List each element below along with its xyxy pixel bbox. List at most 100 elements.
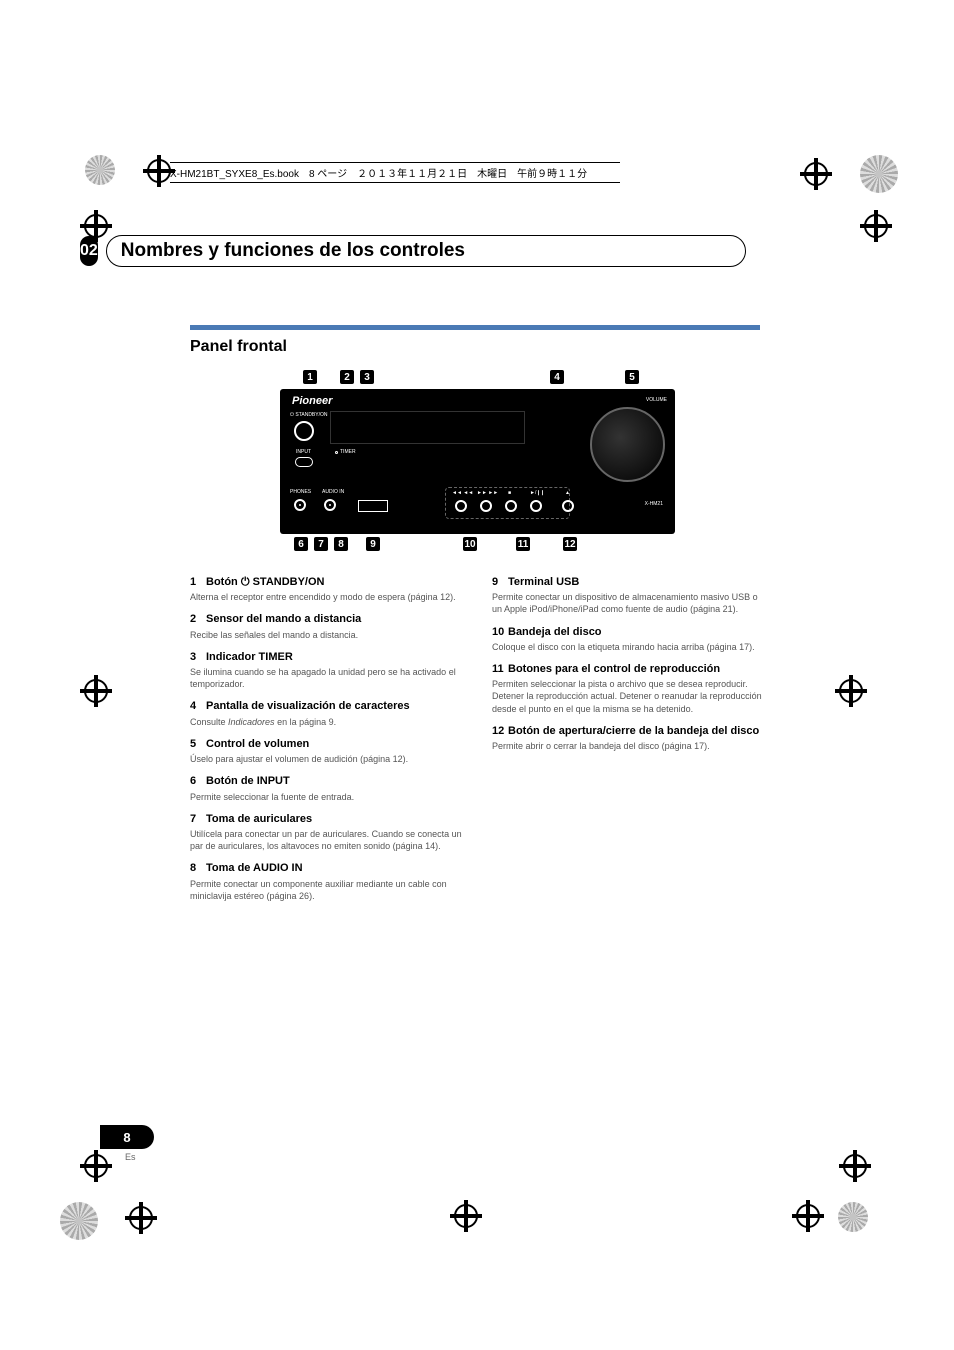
section-rule: [190, 325, 760, 330]
prev-label: ◄◄ ◄◄: [452, 490, 473, 496]
registration-circle: [860, 155, 898, 193]
registration-cross: [800, 158, 832, 190]
chapter-bar: 02 Nombres y funciones de los controles: [80, 235, 680, 267]
item-heading: 5Control de volumen: [190, 737, 468, 751]
page-number: 8: [100, 1125, 154, 1149]
standby-button: [294, 421, 314, 441]
description-item: 8Toma de AUDIO IN Permite conectar un com…: [190, 861, 468, 902]
front-panel-diagram: 1 2 3 4 5 Pioneer ⏻ STANDBY/ON INPUT TIM…: [280, 370, 675, 555]
phones-jack: [294, 499, 306, 511]
usb-port: [358, 500, 388, 512]
registration-cross: [792, 1200, 824, 1232]
callout-4: 4: [550, 370, 564, 384]
item-heading: 9Terminal USB: [492, 575, 770, 589]
description-item: 1Botón ⏻ STANDBY/ON Alterna el receptor e…: [190, 575, 468, 603]
registration-cross: [450, 1200, 482, 1232]
description-item: 9Terminal USB Permite conectar un disposi…: [492, 575, 770, 616]
description-item: 5Control de volumen Úselo para ajustar el…: [190, 737, 468, 765]
next-button: [480, 500, 492, 512]
description-item: 2Sensor del mando a distancia Recibe las …: [190, 612, 468, 640]
phones-label: PHONES: [290, 489, 311, 495]
callout-11: 11: [516, 537, 530, 551]
language-code: Es: [125, 1152, 136, 1162]
left-column: 1Botón ⏻ STANDBY/ON Alterna el receptor e…: [190, 575, 468, 911]
item-body: Consulte Indicadores en la página 9.: [190, 716, 468, 728]
description-item: 12Botón de apertura/cierre de la bandeja…: [492, 724, 770, 752]
registration-cross: [125, 1202, 157, 1234]
callout-5: 5: [625, 370, 639, 384]
item-body: Permite abrir o cerrar la bandeja del di…: [492, 740, 770, 752]
stop-button: [505, 500, 517, 512]
item-body: Alterna el receptor entre encendido y mo…: [190, 591, 468, 603]
registration-circle: [60, 1202, 98, 1240]
device-body: Pioneer ⏻ STANDBY/ON INPUT TIMER VOLUME …: [280, 389, 675, 534]
item-heading: 6Botón de INPUT: [190, 774, 468, 788]
registration-cross: [80, 675, 112, 707]
model-label: X-HM21: [645, 501, 663, 507]
item-heading: 12Botón de apertura/cierre de la bandeja…: [492, 724, 770, 738]
chapter-title: Nombres y funciones de los controles: [106, 235, 746, 267]
callout-3: 3: [360, 370, 374, 384]
item-heading: 8Toma de AUDIO IN: [190, 861, 468, 875]
audio-in-jack: [324, 499, 336, 511]
item-heading: 1Botón ⏻ STANDBY/ON: [190, 575, 468, 589]
registration-cross: [80, 210, 112, 242]
item-body: Permite conectar un componente auxiliar …: [190, 878, 468, 902]
item-heading: 7Toma de auriculares: [190, 812, 468, 826]
audio-in-label: AUDIO IN: [322, 489, 344, 495]
registration-cross: [839, 1150, 871, 1182]
description-item: 11Botones para el control de reproducció…: [492, 662, 770, 715]
callout-12: 12: [563, 537, 577, 551]
description-item: 7Toma de auriculares Utilícela para conec…: [190, 812, 468, 853]
description-item: 4Pantalla de visualización de caracteres…: [190, 699, 468, 727]
description-item: 3Indicador TIMER Se ilumina cuando se ha …: [190, 650, 468, 691]
item-heading: 4Pantalla de visualización de caracteres: [190, 699, 468, 713]
stop-label: ■: [508, 490, 511, 496]
input-button: [295, 457, 313, 467]
registration-cross: [80, 1150, 112, 1182]
registration-cross: [860, 210, 892, 242]
callout-2: 2: [340, 370, 354, 384]
description-item: 6Botón de INPUT Permite seleccionar la fu…: [190, 774, 468, 802]
play-label: ►/❙❙: [530, 490, 545, 496]
item-body: Utilícela para conectar un par de auricu…: [190, 828, 468, 852]
callouts-bottom: 6 7 8 9 10 11 12: [280, 537, 675, 555]
timer-indicator: [335, 451, 338, 454]
volume-label: VOLUME: [646, 397, 667, 403]
callout-1: 1: [303, 370, 317, 384]
item-body: Coloque el disco con la etiqueta mirando…: [492, 641, 770, 653]
description-item: 10Bandeja del disco Coloque el disco con …: [492, 625, 770, 653]
item-body: Permiten seleccionar la pista o archivo …: [492, 678, 770, 714]
next-label: ►► ►►: [477, 490, 498, 496]
registration-circle: [85, 155, 115, 185]
brand-logo: Pioneer: [292, 395, 332, 407]
item-body: Permite conectar un dispositivo de almac…: [492, 591, 770, 615]
registration-circle: [838, 1202, 868, 1232]
callout-8: 8: [334, 537, 348, 551]
callouts-top: 1 2 3 4 5: [280, 370, 675, 386]
file-header: X-HM21BT_SYXE8_Es.book 8 ページ ２０１３年１１月２１日…: [170, 162, 620, 183]
standby-label: ⏻ STANDBY/ON: [290, 412, 328, 418]
item-heading: 10Bandeja del disco: [492, 625, 770, 639]
volume-knob: [590, 407, 665, 482]
item-heading: 2Sensor del mando a distancia: [190, 612, 468, 626]
description-columns: 1Botón ⏻ STANDBY/ON Alterna el receptor e…: [190, 575, 770, 911]
eject-label: ▲: [565, 490, 570, 496]
registration-cross: [143, 155, 175, 187]
display-screen: [330, 411, 525, 444]
item-body: Recibe las señales del mando a distancia…: [190, 629, 468, 641]
input-label: INPUT: [296, 449, 311, 455]
item-heading: 3Indicador TIMER: [190, 650, 468, 664]
item-body: Úselo para ajustar el volumen de audició…: [190, 753, 468, 765]
item-body: Permite seleccionar la fuente de entrada…: [190, 791, 468, 803]
timer-label: TIMER: [340, 449, 356, 455]
callout-7: 7: [314, 537, 328, 551]
section-title: Panel frontal: [190, 338, 287, 356]
callout-10: 10: [463, 537, 477, 551]
prev-button: [455, 500, 467, 512]
eject-button: [562, 500, 574, 512]
right-column: 9Terminal USB Permite conectar un disposi…: [492, 575, 770, 911]
item-body: Se ilumina cuando se ha apagado la unida…: [190, 666, 468, 690]
callout-9: 9: [366, 537, 380, 551]
item-heading: 11Botones para el control de reproducció…: [492, 662, 770, 676]
